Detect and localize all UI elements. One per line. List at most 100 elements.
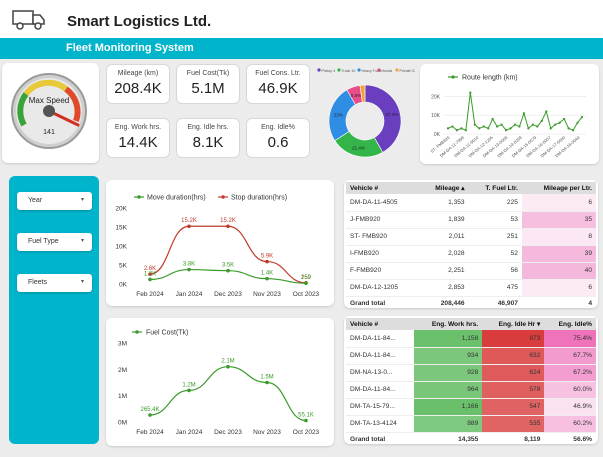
table-row[interactable]: DM-DA-11-84... 934 632 67.7% [346, 347, 596, 365]
kpi-label: Eng. Idle% [261, 124, 295, 131]
idle-hr-cell: 578 [482, 381, 545, 399]
header: Smart Logistics Ltd. [0, 0, 603, 38]
route-point[interactable] [545, 110, 548, 113]
col-mileage[interactable]: Mileage ▴ [419, 182, 469, 194]
route-point[interactable] [469, 91, 472, 94]
table-row[interactable]: J-FMB920 1,839 53 35 [346, 211, 596, 229]
slice-label: 21.4% [352, 146, 365, 151]
fuel-cost-point[interactable] [148, 413, 152, 417]
route-point[interactable] [464, 129, 467, 132]
fuel-cell: 225 [468, 194, 522, 212]
table-row[interactable]: I-FMB920 2,028 52 39 [346, 245, 596, 263]
route-point[interactable] [487, 127, 490, 130]
gauge-card: Max Speed 141 [2, 63, 99, 163]
stop-duration-point[interactable] [148, 272, 152, 276]
move-duration-point[interactable] [265, 276, 269, 281]
move-duration-point[interactable] [304, 281, 308, 286]
col-vehicle[interactable]: Vehicle # [346, 318, 415, 330]
fuel-cost-chart: Fuel Cost(Tk) 3M 2M 1M 0M 265.4K 1.2M 2.1M 1.5M 5… [118, 330, 320, 437]
col-mileage-per-ltr[interactable]: Mileage per Ltr. [521, 182, 596, 194]
fuel-cost-point[interactable] [265, 380, 269, 385]
route-point[interactable] [522, 112, 526, 115]
fleets-filter[interactable]: Fleets ▾ [17, 274, 92, 292]
table-row[interactable]: DM-DA-11-84... 964 578 60.0% [346, 381, 596, 399]
mileage-cell: 2,251 [419, 262, 469, 280]
move-duration-point[interactable] [148, 277, 152, 282]
stop-duration-point[interactable] [187, 224, 191, 229]
move-duration-point[interactable] [226, 268, 230, 273]
y-tick: 0K [119, 282, 128, 289]
stop-duration-data-label: 15.2K [220, 218, 236, 224]
col-vehicle[interactable]: Vehicle # [346, 182, 420, 194]
route-point[interactable] [491, 117, 494, 121]
idle-pct-cell: 60.0% [544, 381, 596, 399]
route-point[interactable] [554, 123, 557, 126]
legend-label: Move duration(hrs) [147, 195, 206, 202]
idle-pct-cell: 67.7% [544, 347, 596, 365]
route-point[interactable] [482, 125, 485, 128]
route-point[interactable] [509, 127, 512, 130]
fuel-cost-point[interactable] [187, 388, 191, 393]
route-point[interactable] [536, 125, 539, 128]
route-point[interactable] [478, 127, 481, 130]
route-point[interactable] [446, 127, 450, 130]
donut-slice[interactable] [364, 84, 402, 153]
table-row[interactable]: DM-DA-11-4505 1,353 225 6 [346, 194, 596, 212]
stop-duration-point[interactable] [226, 224, 230, 229]
idle-pct-cell: 46.9% [544, 398, 596, 416]
move-duration-point[interactable] [187, 267, 191, 272]
fuel-cost-point[interactable] [226, 364, 230, 369]
col-idle-hr[interactable]: Eng. Idle Hr ▾ [482, 318, 545, 330]
route-point[interactable] [518, 125, 521, 128]
table-row[interactable]: DM-DA-11-84... 1,158 873 75.4% [346, 330, 596, 348]
kpi-value: 0.6 [267, 134, 289, 151]
col-fuel[interactable]: T. Fuel Ltr. [468, 182, 522, 194]
vehicle-cell: DM-DA-12-1205 [346, 279, 420, 297]
route-point[interactable] [563, 117, 566, 121]
route-point[interactable] [549, 127, 552, 130]
donut-slice[interactable] [359, 84, 366, 103]
mpl-cell: 40 [521, 262, 596, 280]
route-point[interactable] [527, 127, 530, 130]
stop-duration-data-label: 2.6K [144, 266, 156, 272]
col-work-hrs[interactable]: Eng. Work hrs. [414, 318, 483, 330]
year-filter[interactable]: Year ▾ [17, 192, 92, 210]
route-point[interactable] [513, 123, 517, 126]
mpl-cell: 6 [521, 194, 596, 212]
work-hrs-cell: 889 [414, 415, 483, 433]
route-point[interactable] [531, 123, 534, 126]
col-idle-pct[interactable]: Eng. Idle% [544, 318, 596, 330]
fuel-type-filter[interactable]: Fuel Type ▾ [17, 233, 92, 251]
duration-chart: Move duration(hrs) Stop duration(hrs) 20K 1… [115, 195, 319, 299]
table-row[interactable]: DM-DA-12-1205 2,853 475 6 [346, 279, 596, 297]
route-point[interactable] [576, 121, 579, 124]
route-point[interactable] [451, 125, 454, 128]
route-point[interactable] [504, 129, 508, 132]
y-tick: 0M [118, 420, 127, 427]
route-point[interactable] [500, 123, 503, 126]
idle-hr-cell: 624 [482, 364, 545, 382]
route-point[interactable] [571, 129, 575, 132]
route-point[interactable] [558, 121, 561, 124]
table-row[interactable]: F-FMB920 2,251 56 40 [346, 262, 596, 280]
fuel-cost-point[interactable] [304, 418, 308, 423]
kpi-label: Mileage (km) [117, 70, 159, 77]
route-point[interactable] [455, 129, 459, 132]
table-row[interactable]: DM-NA-13-0... 928 624 67.2% [346, 364, 596, 382]
table-row[interactable]: DM-TA-15-79... 1,166 547 46.9% [346, 398, 596, 416]
idle-pct-cell: 67.2% [544, 364, 596, 382]
route-point[interactable] [567, 127, 570, 130]
legend-label: Route length (km) [462, 75, 518, 82]
route-point[interactable] [473, 123, 476, 126]
route-point[interactable] [460, 127, 463, 130]
table-row[interactable]: DM-TA-13-4124 889 535 60.2% [346, 415, 596, 433]
stop-duration-point[interactable] [265, 259, 269, 264]
mpl-cell: 39 [521, 245, 596, 263]
route-point[interactable] [580, 115, 584, 119]
stop-duration-data-label: 5.9K [261, 254, 273, 260]
route-point[interactable] [540, 119, 543, 122]
route-point[interactable] [496, 125, 499, 128]
fuel-cost-data-label: 1.5M [260, 375, 273, 381]
table-row[interactable]: ST- FMB920 2,011 251 8 [346, 228, 596, 246]
